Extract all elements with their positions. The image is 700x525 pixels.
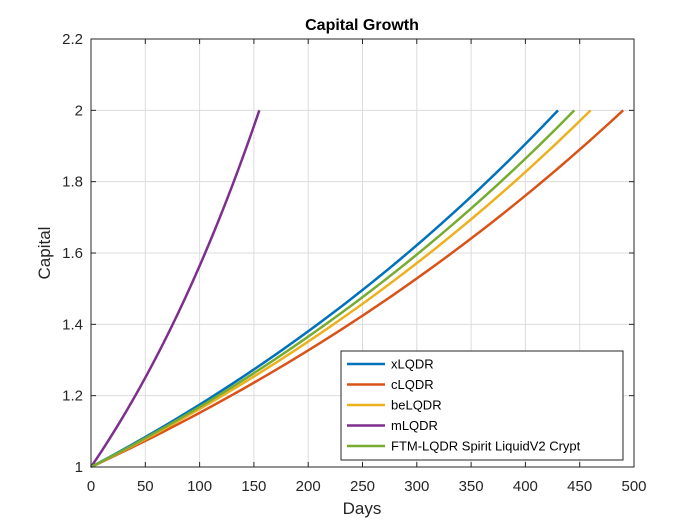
- y-tick-labels: 1 1.2 1.4 1.6 1.8 2 2.2: [62, 31, 83, 476]
- x-tick-label: 300: [404, 478, 429, 495]
- x-tick-label: 400: [513, 478, 538, 495]
- chart-title: Capital Growth: [305, 17, 419, 34]
- legend-label: cLQDR: [391, 377, 434, 392]
- x-tick-label: 0: [87, 478, 95, 495]
- x-tick-label: 250: [350, 478, 375, 495]
- series-line: [89, 109, 261, 468]
- y-axis-label: Capital: [35, 227, 54, 280]
- legend-label: beLQDR: [391, 398, 442, 413]
- legend-entries: xLQDR cLQDR beLQDR mLQDR FTM-LQDR Spirit Liq…: [347, 357, 581, 454]
- y-tick-label: 2.2: [62, 31, 83, 48]
- series-line: [90, 109, 592, 469]
- legend-label: FTM-LQDR Spirit LiquidV2 Crypt: [391, 439, 581, 454]
- x-axis-label: Days: [343, 499, 382, 518]
- series-line: [90, 109, 576, 469]
- x-tick-labels: 0 50 100 150 200 250 300 350 400 450 500: [87, 478, 647, 495]
- x-tick-label: 350: [459, 478, 484, 495]
- series-line: [90, 109, 559, 469]
- x-tick-label: 200: [296, 478, 321, 495]
- legend-label: mLQDR: [391, 418, 438, 433]
- x-tick-label: 150: [241, 478, 266, 495]
- legend-label: xLQDR: [391, 357, 434, 372]
- series-line: [90, 109, 624, 469]
- x-tick-label: 50: [137, 478, 154, 495]
- y-tick-label: 1.4: [62, 316, 83, 333]
- y-tick-label: 1.2: [62, 388, 83, 405]
- x-tick-label: 450: [567, 478, 592, 495]
- x-tick-label: 500: [621, 478, 646, 495]
- x-tick-label: 100: [187, 478, 212, 495]
- series-lines: [89, 109, 624, 469]
- y-tick-label: 2: [75, 102, 83, 119]
- y-tick-label: 1.6: [62, 245, 83, 262]
- legend: xLQDR cLQDR beLQDR mLQDR FTM-LQDR Spirit Liq…: [340, 350, 624, 461]
- ticks: [90, 38, 635, 468]
- y-tick-label: 1.8: [62, 174, 83, 191]
- legend-box: [340, 350, 624, 461]
- y-tick-label: 1: [75, 459, 83, 476]
